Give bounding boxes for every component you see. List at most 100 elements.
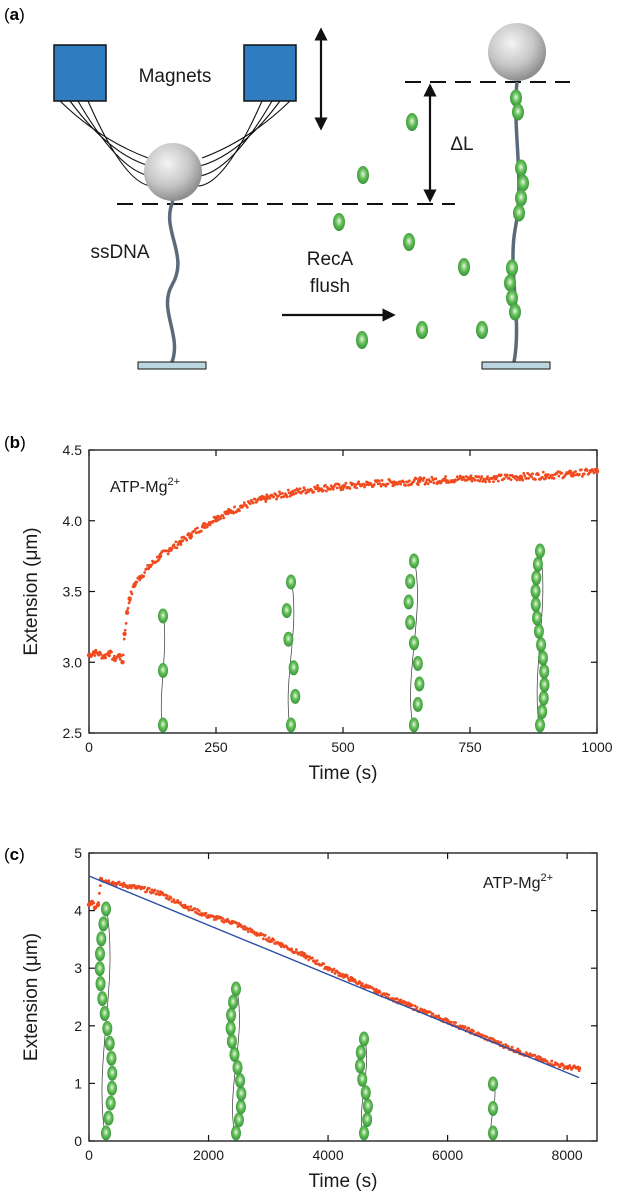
panel-a-label: (a) (4, 5, 25, 24)
trace-point (222, 516, 226, 520)
flush-label: flush (310, 276, 350, 297)
trace-point (560, 471, 564, 475)
recA-protein (409, 717, 419, 733)
trace-point (181, 539, 185, 543)
trace-point (499, 473, 503, 477)
trace-point (348, 487, 352, 490)
ssdna-strand (287, 577, 295, 734)
recA-protein (106, 1080, 117, 1096)
recA-protein (355, 1058, 366, 1074)
trace-point (242, 501, 246, 505)
trace-point (496, 479, 500, 483)
plot-frame (88, 852, 598, 1142)
recA-protein (101, 1125, 111, 1141)
left-magnet (53, 44, 107, 102)
trace-point (307, 958, 310, 962)
trace-point (477, 475, 481, 479)
recA-protein (158, 663, 168, 678)
trace-point (123, 628, 127, 632)
condition-text: ATP-Mg (110, 479, 167, 496)
trace-point (491, 476, 494, 480)
recA-protein (409, 553, 419, 569)
trace-point (253, 497, 257, 501)
trace-point (153, 888, 157, 892)
trace-point (415, 1006, 419, 1009)
trace-point (208, 523, 212, 527)
bead-left (144, 143, 202, 201)
trace-point (156, 889, 160, 893)
trace-point (186, 905, 190, 909)
trace-point (541, 470, 545, 474)
trace-point (527, 476, 531, 480)
trace-point (545, 1060, 549, 1063)
recA-protein (359, 1031, 369, 1047)
trace-point (522, 471, 526, 475)
x-tick-label: 500 (331, 739, 355, 755)
trace-point (96, 904, 99, 908)
trace-point (93, 654, 97, 657)
x-tick-label: 250 (204, 739, 228, 755)
trace-point (324, 483, 327, 487)
trace-point (580, 474, 584, 478)
recA-protein (357, 166, 369, 184)
panel-a: (a) Magnets ssDNA RecA flush (4, 5, 570, 370)
trace-point (470, 479, 474, 483)
trace-point (521, 478, 525, 482)
trace-point (263, 933, 267, 937)
trace-point (92, 901, 96, 905)
x-tick-label: 750 (458, 739, 482, 755)
trace-point (176, 543, 180, 547)
recA-protein (357, 1071, 368, 1087)
recA-protein (539, 677, 550, 693)
trace-point (277, 494, 280, 498)
trace-point (274, 493, 277, 496)
trace-point (100, 656, 104, 660)
recA-protein (412, 656, 423, 671)
trace-point (404, 484, 407, 487)
trace-point (302, 486, 306, 490)
trace-point (107, 879, 111, 883)
recA-protein (225, 1020, 236, 1036)
ssdna-left (165, 200, 180, 363)
x-tick-label: 1000 (581, 739, 612, 755)
trace-point (502, 477, 506, 481)
trace-point (170, 547, 174, 550)
trace-point (221, 917, 225, 921)
trace-point (165, 894, 169, 898)
condition-annotation: ATP-Mg2+ (483, 872, 553, 892)
y-tick-label: 3.5 (63, 584, 83, 600)
trace-point (246, 930, 250, 933)
surface-right (481, 361, 551, 370)
trace-point (174, 540, 178, 544)
trace-point (193, 907, 196, 910)
trace-point (172, 898, 176, 902)
trace-point (315, 486, 319, 490)
trace-point (322, 489, 325, 492)
x-tick-label: 2000 (193, 1147, 224, 1163)
recA-protein (104, 1035, 115, 1051)
trace-point (332, 967, 336, 971)
trace-point (384, 484, 388, 488)
trace-point (402, 480, 405, 484)
trace-point (272, 495, 276, 499)
trace-point (193, 529, 196, 533)
trace-point (372, 483, 376, 486)
trace-point (546, 473, 550, 476)
trace-point (566, 1067, 570, 1071)
trace-point (437, 1014, 441, 1018)
y-tick-label: 0 (74, 1133, 82, 1149)
free-proteins (333, 113, 488, 349)
trace-point (175, 546, 179, 550)
trace-point (94, 648, 98, 652)
trace-point (348, 979, 352, 983)
trace-point (312, 490, 316, 494)
trace-point (189, 905, 193, 909)
recA-protein (356, 331, 368, 349)
trace-point (251, 501, 255, 505)
trace-point (290, 947, 294, 951)
trace-point (568, 1064, 572, 1067)
trace-point (531, 472, 534, 476)
recA-protein (405, 574, 416, 589)
trace-point (499, 1040, 503, 1044)
